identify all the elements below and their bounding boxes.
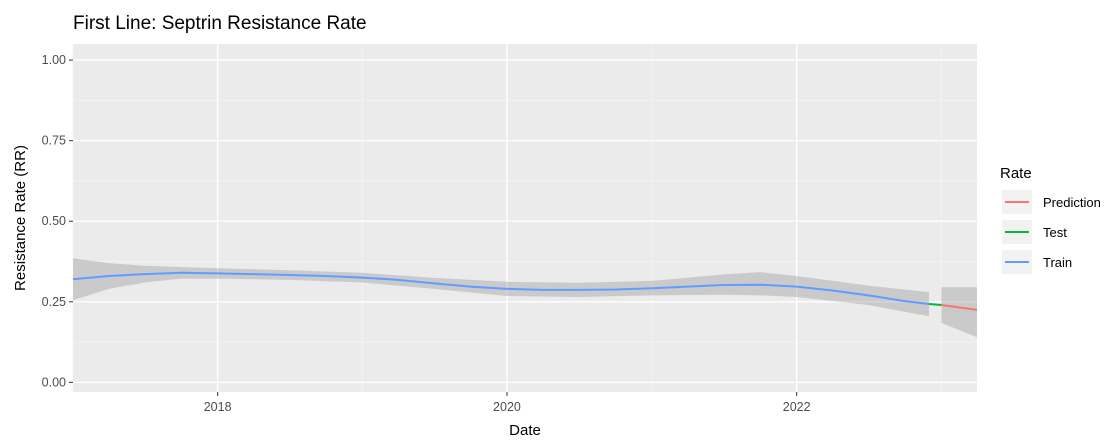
line-test (928, 303, 942, 306)
x-tick-label: 2020 (493, 400, 521, 414)
line-train (72, 271, 930, 306)
x-tick-label: 2018 (204, 400, 232, 414)
legend-label-prediction: Prediction (1043, 195, 1101, 210)
series-lines (72, 271, 978, 311)
legend-label-test: Test (1043, 225, 1067, 240)
plot-panel (73, 44, 977, 392)
y-tick-label: 1.00 (42, 53, 66, 67)
x-tick-label: 2022 (783, 400, 811, 414)
y-tick-label: 0.00 (42, 375, 66, 389)
legend-title: Rate (1000, 165, 1032, 182)
y-tick-label: 0.50 (42, 214, 66, 228)
confidence-bands (73, 258, 977, 338)
y-axis-title: Resistance Rate (RR) (12, 145, 29, 291)
x-axis: 2018 2020 2022 (204, 392, 811, 414)
y-axis: 0.00 0.25 0.50 0.75 1.00 (42, 53, 73, 389)
band-train (73, 258, 930, 317)
x-axis-title: Date (509, 422, 541, 439)
chart-title: First Line: Septrin Resistance Rate (73, 13, 367, 34)
legend: Rate Prediction Test Train (1000, 165, 1101, 274)
y-tick-label: 0.25 (42, 295, 66, 309)
legend-label-train: Train (1043, 255, 1072, 270)
line-prediction (941, 304, 978, 311)
grid-lines (72, 44, 977, 392)
y-tick-label: 0.75 (42, 134, 66, 148)
band-prediction (941, 287, 977, 338)
